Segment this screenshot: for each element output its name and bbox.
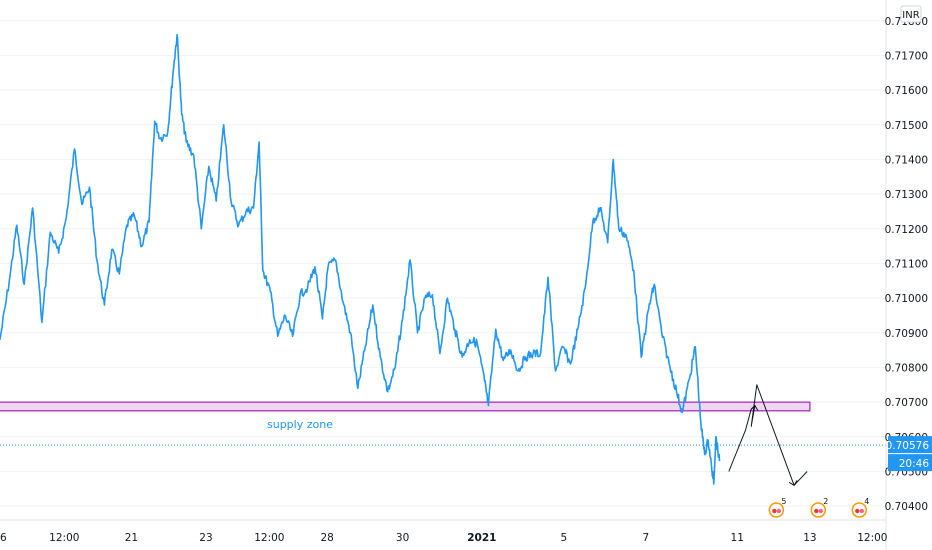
y-tick-label: 0.71300 xyxy=(885,189,928,201)
x-tick-label: 11 xyxy=(731,532,744,544)
event-ring xyxy=(768,502,785,518)
y-tick-label: 0.71000 xyxy=(885,293,928,305)
event-ring xyxy=(810,502,827,518)
y-tick-label: 0.71500 xyxy=(885,120,928,132)
x-tick-label: 28 xyxy=(320,532,333,544)
x-tick-label: 30 xyxy=(396,532,409,544)
grid-lines xyxy=(0,20,886,507)
x-tick-label: 2021 xyxy=(467,532,496,544)
event-dot-icon xyxy=(818,508,823,514)
x-tick-label: 13 xyxy=(803,532,816,544)
x-tick-label: 7 xyxy=(643,532,650,544)
event-count: 5 xyxy=(781,497,786,506)
event-marker[interactable]: 5 xyxy=(768,497,786,518)
x-tick-label: 12:00 xyxy=(254,532,284,544)
arrowhead-up xyxy=(750,404,759,411)
event-count: 2 xyxy=(823,497,828,506)
supply-zone[interactable]: supply zone xyxy=(0,401,811,431)
y-tick-label: 0.71200 xyxy=(885,224,928,236)
event-dot-icon xyxy=(859,508,865,514)
projection-path[interactable] xyxy=(728,384,808,486)
currency-badge[interactable]: INR xyxy=(900,5,922,23)
y-tick-label: 0.71700 xyxy=(885,50,928,62)
x-tick-label: 21 xyxy=(125,532,138,544)
y-tick-label: 0.70700 xyxy=(885,397,928,409)
price-series[interactable] xyxy=(0,33,721,485)
event-dot-icon xyxy=(772,508,777,514)
projection-drawing[interactable] xyxy=(728,384,808,487)
event-count: 4 xyxy=(864,497,869,506)
y-tick-label: 0.70400 xyxy=(885,501,928,513)
x-tick-label: 12:00 xyxy=(49,532,79,544)
countdown-tag: 20:46 xyxy=(888,454,932,472)
event-marker[interactable]: 4 xyxy=(851,497,869,518)
time-axis[interactable]: 16 12:00 21 23 12:00 28 30 2021 5 7 11 13 12:00 xyxy=(0,519,887,544)
event-ring xyxy=(851,502,868,518)
y-tick-label: 0.70800 xyxy=(885,362,928,374)
currency-label: INR xyxy=(902,10,919,21)
current-price-tag: 0.70576 xyxy=(886,436,932,454)
event-dot-icon xyxy=(776,508,782,514)
countdown-tag-bg xyxy=(888,454,932,472)
price-axis[interactable]: 0.718000.717000.716000.715000.714000.713… xyxy=(885,0,928,550)
x-tick-label: 12:00 xyxy=(857,532,887,544)
current-price-tag-bg xyxy=(888,436,932,454)
y-tick-label: 0.70900 xyxy=(885,328,928,340)
event-dot-icon xyxy=(855,508,860,514)
arrowhead-down xyxy=(788,480,798,487)
y-tick-label: 0.71100 xyxy=(885,258,928,270)
x-tick-label: 5 xyxy=(561,532,568,544)
supply-zone-rect[interactable] xyxy=(0,401,811,412)
event-markers[interactable]: 5 2 4 xyxy=(768,497,869,518)
y-tick-label: 0.71600 xyxy=(885,85,928,97)
x-tick-label: 16 xyxy=(0,532,7,544)
supply-zone-label: supply zone xyxy=(267,418,333,431)
event-dot-icon xyxy=(814,508,819,514)
price-line[interactable] xyxy=(0,33,721,485)
event-marker[interactable]: 2 xyxy=(810,497,828,518)
price-tags: 0.70576 20:46 xyxy=(886,436,932,472)
current-price-value: 0.70576 xyxy=(886,440,930,452)
x-tick-label: 23 xyxy=(199,532,212,544)
currency-badge-box xyxy=(900,5,922,23)
countdown-value: 20:46 xyxy=(899,458,930,470)
y-tick-label: 0.71400 xyxy=(885,154,928,166)
